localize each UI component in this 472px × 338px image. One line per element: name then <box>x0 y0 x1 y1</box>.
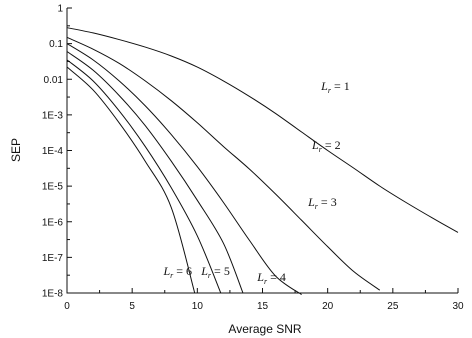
y-axis-ticks: 1E-8 1E-7 1E-6 1E-5 1E-4 1E-3 0.01 0.1 1 <box>42 4 72 300</box>
curve-label-lr-2: Lr = 2 <box>311 138 341 154</box>
series-line-lr-3 <box>66 43 302 296</box>
y-tick-label: 1 <box>57 4 63 15</box>
series-line-lr-4 <box>66 51 244 294</box>
y-axis-title: SEP <box>9 138 23 162</box>
y-tick-label: 1E-8 <box>42 289 64 300</box>
x-axis-ticks: 0 5 10 15 20 25 30 <box>64 288 464 312</box>
axis-frame <box>66 8 458 294</box>
y-tick-label: 1E-4 <box>42 146 64 157</box>
x-tick-label: 0 <box>64 301 70 312</box>
series-line-lr-6 <box>66 66 196 294</box>
series-line-lr-1 <box>66 27 459 233</box>
curve-label-lr-6: Lr = 6 <box>162 264 192 280</box>
y-tick-label: 1E-5 <box>42 182 64 193</box>
axes <box>66 8 458 294</box>
y-tick-label: 1E-3 <box>42 110 64 121</box>
curve-label-lr-5: Lr = 5 <box>200 264 230 280</box>
curve-label-lr-3: Lr = 3 <box>307 195 337 211</box>
x-tick-label: 20 <box>322 301 334 312</box>
x-tick-label: 10 <box>192 301 204 312</box>
series-line-lr-5 <box>66 59 222 294</box>
x-tick-label: 15 <box>257 301 269 312</box>
x-tick-label: 5 <box>129 301 135 312</box>
y-tick-label: 1E-6 <box>42 217 64 228</box>
curve-label-lr-1: Lr = 1 <box>320 79 350 95</box>
x-tick-label: 25 <box>387 301 399 312</box>
y-tick-label: 1E-7 <box>42 253 64 264</box>
y-tick-label: 0.1 <box>49 39 63 50</box>
curve-label-lr-4: Lr = 4 <box>256 270 286 286</box>
y-tick-label: 0.01 <box>44 75 64 86</box>
series-lines <box>66 27 459 296</box>
series-line-lr-2 <box>66 36 381 291</box>
x-tick-label: 30 <box>452 301 464 312</box>
x-axis-title: Average SNR <box>228 322 301 336</box>
curve-labels: Lr = 1 Lr = 2 Lr = 3 Lr = 4 Lr = 5 Lr = 6 <box>162 79 349 286</box>
